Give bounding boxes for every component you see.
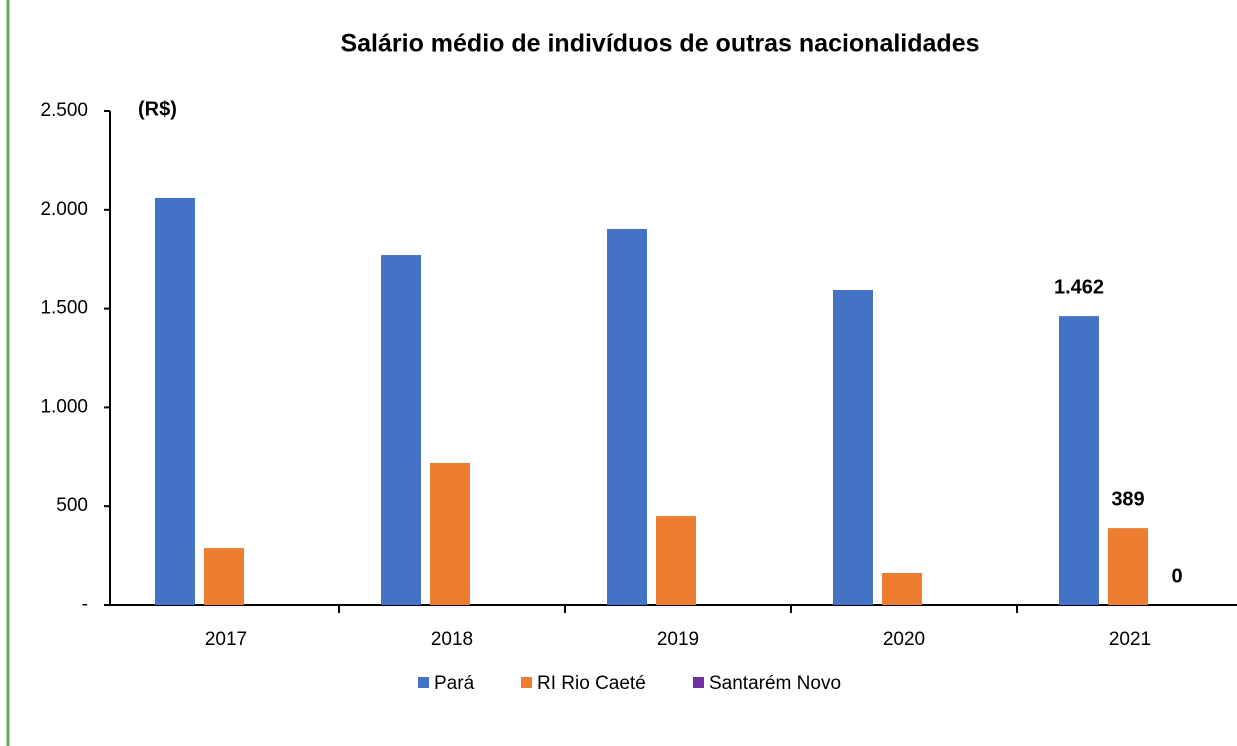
y-tick-label: 500 [56, 495, 88, 516]
legend-swatch [418, 677, 429, 688]
bar [155, 197, 195, 605]
x-tick-label: 2021 [1109, 629, 1151, 650]
y-tick-label: 1.500 [40, 298, 88, 319]
legend-label: Pará [434, 673, 475, 694]
bar [882, 572, 922, 605]
legend-swatch [521, 677, 532, 688]
bar [430, 462, 470, 605]
bar [1108, 528, 1148, 605]
bar [833, 290, 873, 605]
legend-label: RI Rio Caeté [537, 673, 646, 694]
bar [656, 516, 696, 605]
y-tick-label: 2.000 [40, 199, 88, 220]
y-axis-label: (R$) [138, 98, 177, 120]
x-tick-label: 2018 [431, 629, 473, 650]
bar [204, 548, 244, 605]
legend-label: Santarém Novo [709, 673, 841, 694]
y-tick-label: 2.500 [40, 100, 88, 121]
bar [1059, 316, 1099, 605]
y-tick-label: - [82, 594, 88, 615]
x-tick-label: 2017 [205, 629, 247, 650]
chart-title: Salário médio de indivíduos de outras na… [340, 30, 979, 58]
bar [607, 228, 647, 605]
legend-swatch [693, 677, 704, 688]
data-label: 1.462 [1054, 276, 1104, 298]
y-tick-label: 1.000 [40, 396, 88, 417]
data-label: 0 [1171, 565, 1182, 587]
bar [381, 255, 421, 605]
data-label: 389 [1111, 488, 1144, 510]
x-tick-label: 2020 [883, 629, 925, 650]
x-tick-label: 2019 [657, 629, 699, 650]
